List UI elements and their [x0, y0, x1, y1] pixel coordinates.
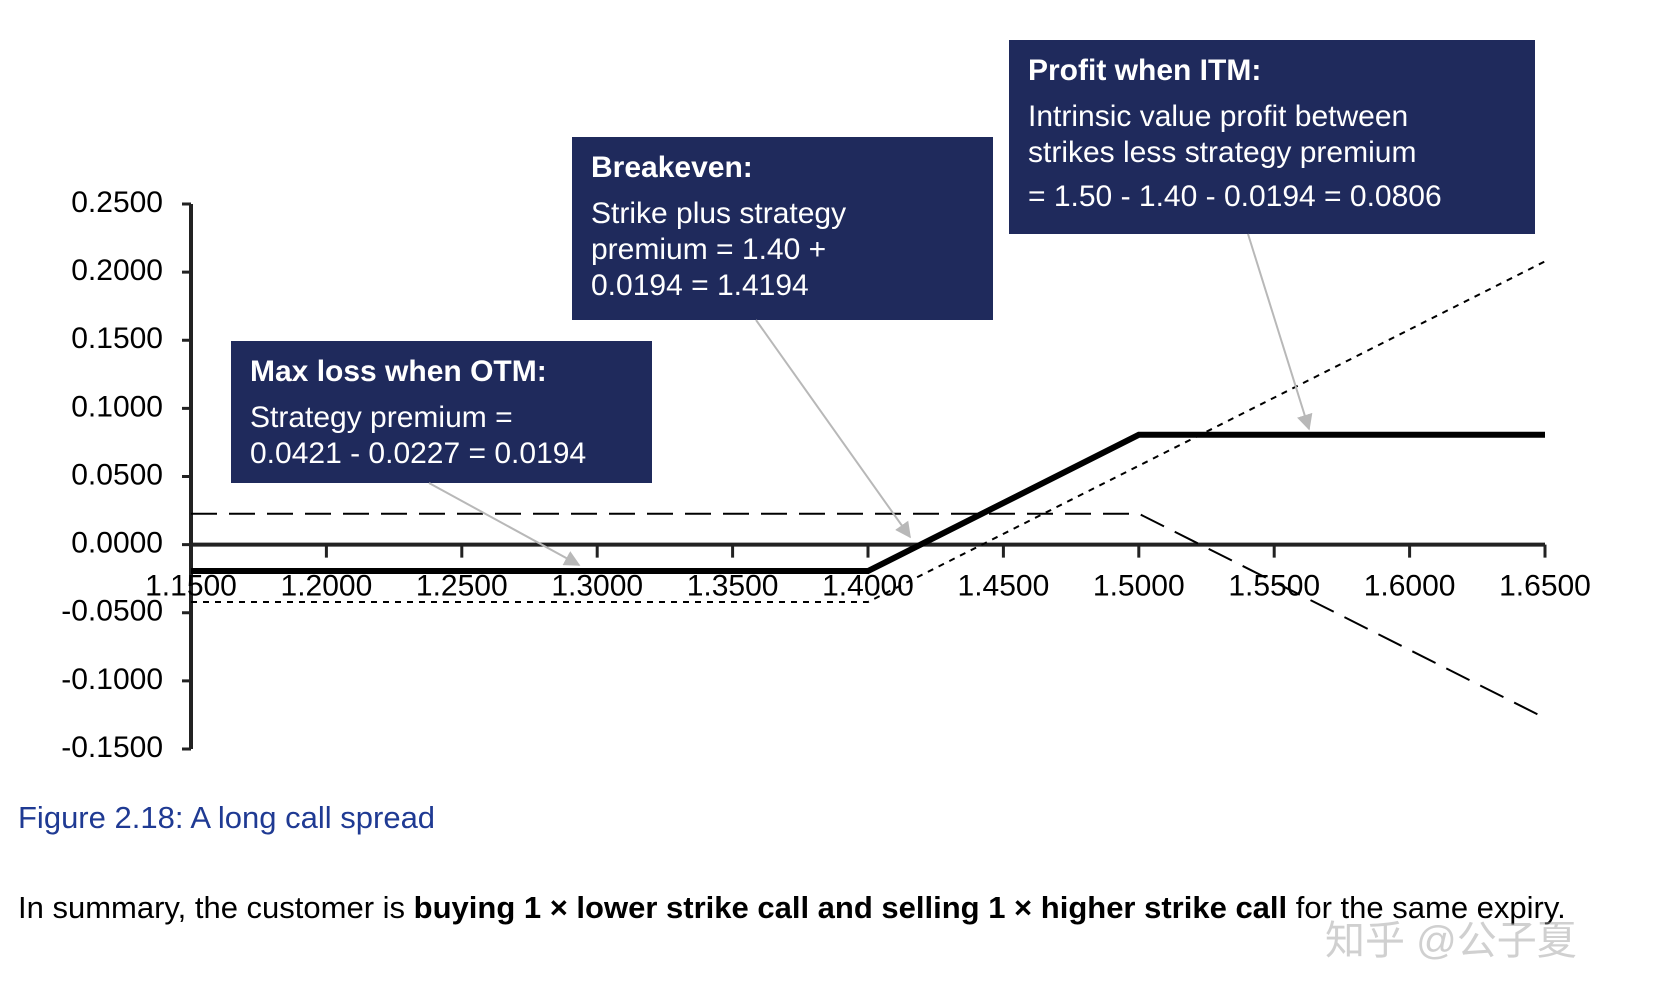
annotation-arrow	[428, 482, 581, 566]
annotation-text: 0.0421 - 0.0227 = 0.0194	[250, 437, 586, 470]
annotation-box	[231, 341, 652, 483]
y-tick-label: 0.2000	[71, 254, 163, 287]
annotation-text: Strategy premium =	[250, 401, 513, 434]
x-tick-label: 1.3500	[687, 570, 779, 603]
summary-bold: buying 1 × lower strike call and selling…	[413, 890, 1288, 925]
y-tick-label: 0.1000	[71, 390, 163, 423]
annotation-text: 0.0194 = 1.4194	[591, 269, 809, 302]
x-tick-label: 1.2500	[416, 570, 508, 603]
series-line	[191, 431, 1545, 575]
x-tick-label: 1.6000	[1364, 570, 1456, 603]
annotation-title: Profit when ITM:	[1028, 54, 1261, 87]
y-tick-label: 0.1500	[71, 322, 163, 355]
y-tick-label: 0.0500	[71, 458, 163, 491]
y-tick-label: -0.1000	[61, 663, 163, 696]
chart: 0.2500 0.2000 0.1500 0.1000 0.0500 0.0000 -0.0…	[61, 40, 1591, 764]
watermark: 知乎 @公子夏	[1325, 919, 1577, 963]
annotation-text: Intrinsic value profit between	[1028, 100, 1408, 133]
x-tick-label: 1.5500	[1228, 570, 1320, 603]
y-tick-label: 0.2500	[71, 186, 163, 219]
annotation-title: Breakeven:	[591, 151, 753, 184]
annotation-text: = 1.50 - 1.40 - 0.0194 = 0.0806	[1028, 180, 1442, 213]
x-tick-label: 1.1500	[145, 570, 237, 603]
annotation-arrow	[1247, 233, 1313, 431]
annotation-box	[1009, 40, 1535, 234]
annotation-box	[572, 137, 993, 320]
annotation-text: Strike plus strategy	[591, 197, 846, 230]
annotation-arrow	[755, 319, 911, 539]
x-tick-label: 1.4500	[958, 570, 1050, 603]
series-line	[191, 260, 1546, 603]
summary-text: for the same expiry.	[1287, 890, 1566, 925]
x-tick-label: 1.6500	[1499, 570, 1591, 603]
summary: In summary, the customer is buying 1 × l…	[18, 888, 1638, 928]
annotation-text: strikes less strategy premium	[1028, 136, 1416, 169]
y-tick-label: -0.1500	[61, 731, 163, 764]
x-tick-label: 1.2000	[281, 570, 373, 603]
y-tick-label: 0.0000	[71, 527, 163, 560]
y-tick-label: -0.0500	[61, 595, 163, 628]
x-tick-label: 1.3000	[551, 570, 643, 603]
x-tick-label: 1.5000	[1093, 570, 1185, 603]
annotation-text: premium = 1.40 +	[591, 233, 826, 266]
caption: Figure 2.18: A long call spread	[18, 800, 436, 835]
annotation-title: Max loss when OTM:	[250, 355, 547, 388]
series-line	[191, 512, 1546, 719]
summary-text: In summary, the customer is	[18, 890, 414, 925]
